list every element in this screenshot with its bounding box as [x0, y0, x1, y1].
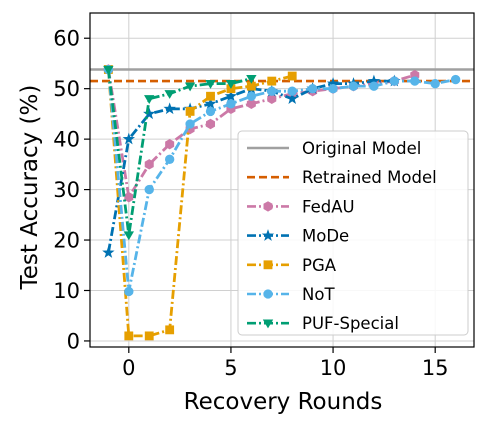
legend-label: PUF-Special: [302, 314, 399, 333]
x-axis-label: Recovery Rounds: [184, 389, 383, 415]
data-point: [226, 99, 236, 109]
data-point: [369, 81, 379, 91]
data-point: [307, 83, 318, 94]
data-point: [206, 91, 215, 101]
legend-entry: Retrained Model: [247, 168, 437, 187]
data-point: [205, 79, 216, 89]
data-point: [287, 86, 297, 96]
data-point: [163, 102, 176, 115]
data-point: [205, 106, 216, 117]
data-point: [224, 89, 238, 102]
y-tick-label: 0: [67, 329, 80, 353]
legend-entry: Original Model: [247, 139, 421, 158]
x-tick-label: 15: [422, 356, 449, 380]
data-point: [123, 231, 135, 241]
plot-area: [102, 64, 461, 341]
legend-label: Original Model: [302, 139, 421, 158]
data-point: [185, 119, 195, 129]
legend-label: Retrained Model: [302, 168, 437, 187]
y-tick-label: 10: [53, 279, 80, 303]
legend-marker: [263, 260, 273, 270]
data-point: [367, 74, 381, 87]
data-point: [144, 95, 155, 104]
legend-marker: [263, 289, 273, 299]
legend-marker: [263, 201, 273, 212]
data-point: [246, 98, 256, 110]
legend-marker: [261, 229, 275, 241]
legend-entry: PUF-Special: [247, 314, 399, 333]
data-point: [348, 81, 359, 91]
data-point: [206, 118, 216, 130]
data-point: [144, 184, 154, 195]
data-point: [328, 83, 338, 94]
x-tick-label: 0: [122, 356, 135, 380]
data-point: [164, 154, 175, 164]
data-point: [124, 286, 134, 297]
legend-box: [237, 130, 469, 336]
legend-label: PGA: [302, 256, 337, 275]
data-point: [124, 331, 134, 341]
legend-entry: NoT: [247, 285, 335, 304]
legend-entry: FedAU: [247, 197, 355, 216]
data-point: [246, 74, 257, 84]
data-point: [144, 331, 154, 341]
data-point: [246, 81, 256, 91]
data-point: [185, 106, 195, 116]
data-point: [287, 71, 297, 81]
data-point: [122, 132, 135, 145]
data-point: [165, 325, 175, 335]
series-line: [106, 69, 252, 237]
data-point: [450, 74, 461, 85]
data-point: [204, 97, 217, 110]
data-point: [124, 191, 134, 203]
legend-entry: PGA: [247, 256, 337, 275]
data-point: [225, 79, 237, 89]
y-tick-label: 60: [53, 27, 80, 51]
data-point: [286, 92, 299, 105]
series-puf-special: [103, 65, 257, 241]
data-point: [164, 90, 175, 99]
data-point: [326, 77, 340, 89]
legend-label: MoDe: [302, 227, 349, 246]
x-tick-label: 10: [320, 356, 347, 380]
legend-label: NoT: [302, 285, 335, 304]
data-point: [103, 65, 114, 75]
data-point: [102, 246, 115, 258]
y-tick-label: 30: [53, 178, 80, 202]
data-point: [143, 107, 156, 120]
data-point: [410, 76, 420, 86]
series-line: [106, 69, 293, 338]
y-tick-label: 40: [53, 128, 80, 152]
data-point: [165, 138, 175, 150]
data-point: [267, 76, 277, 86]
data-point: [184, 82, 196, 92]
legend-marker: [262, 319, 274, 329]
data-point: [267, 93, 277, 104]
series-line: [107, 79, 395, 253]
data-point: [246, 91, 257, 101]
data-point: [144, 159, 154, 170]
x-tick-label: 5: [224, 356, 237, 380]
plot-frame: [89, 12, 475, 348]
y-axis-label: Test Accuracy (%): [17, 85, 43, 291]
y-tick-label: 20: [53, 229, 80, 253]
legend: Original Model Retrained Model FedAU MoDe PG…: [237, 130, 469, 336]
data-point: [389, 76, 400, 86]
axis-ticks: 0 5 10 15 0 10 20 30 40 50 60: [53, 27, 448, 380]
legend-label: FedAU: [302, 197, 355, 216]
y-tick-label: 50: [53, 77, 80, 101]
legend-entry: MoDe: [247, 227, 349, 246]
data-point: [430, 78, 440, 89]
data-point: [267, 86, 277, 96]
